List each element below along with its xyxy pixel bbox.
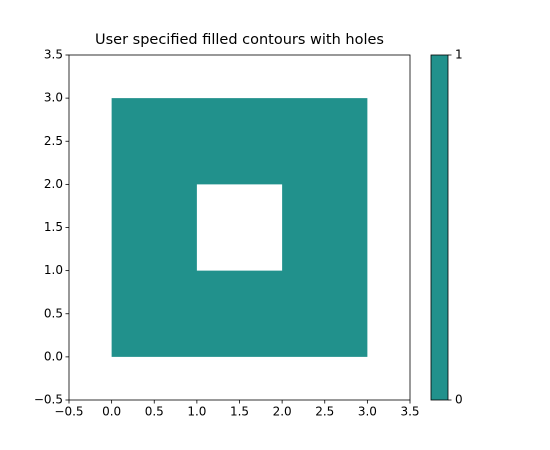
- x-tick-label: 1.5: [230, 405, 249, 419]
- x-tick-label: −0.5: [54, 405, 83, 419]
- y-tick-label: 2.0: [44, 177, 63, 191]
- y-tick-label: 1.5: [44, 220, 63, 234]
- filled-contour: [111, 98, 368, 357]
- colorbar-tick-label: 1: [455, 48, 463, 62]
- y-tick-label: 0.5: [44, 306, 63, 320]
- x-tick-label: 3.0: [358, 405, 377, 419]
- colorbar-tick-label: 0: [455, 393, 463, 407]
- colorbar-frame: [430, 54, 449, 401]
- chart-title: User specified filled contours with hole…: [95, 32, 384, 48]
- x-tick-label: 2.5: [315, 405, 334, 419]
- x-tick-label: 3.5: [400, 405, 419, 419]
- x-tick-label: 1.0: [187, 405, 206, 419]
- x-tick-label: 0.5: [145, 405, 164, 419]
- y-tick-label: −0.5: [34, 393, 63, 407]
- y-tick-label: 0.0: [44, 349, 63, 363]
- colorbar-band: [431, 55, 448, 400]
- y-tick-label: 3.0: [44, 91, 63, 105]
- x-tick-label: 2.0: [273, 405, 292, 419]
- x-tick-label: 0.0: [102, 405, 121, 419]
- y-tick-label: 3.5: [44, 48, 63, 62]
- y-tick-label: 2.5: [44, 134, 63, 148]
- y-tick-label: 1.0: [44, 263, 63, 277]
